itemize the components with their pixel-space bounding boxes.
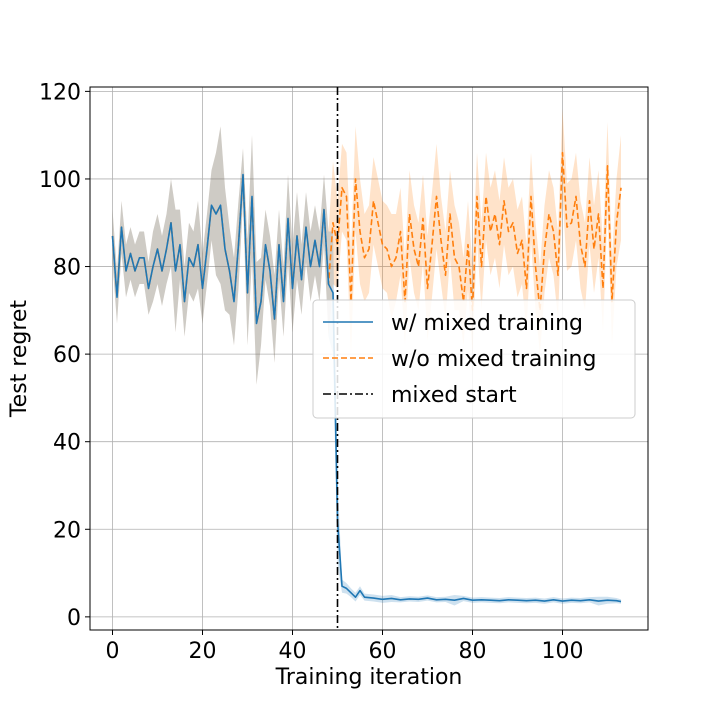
y-tick-label: 0	[67, 606, 81, 631]
series-lines	[111, 151, 622, 603]
legend-label-mixed-start: mixed start	[391, 383, 517, 408]
legend-box	[312, 299, 636, 419]
band-with-mixed	[112, 126, 621, 606]
band-without-mixed	[112, 108, 621, 385]
x-axis-label: Training iteration	[275, 665, 463, 690]
x-tick-label: 0	[106, 639, 120, 664]
x-tick-label: 20	[189, 639, 217, 664]
legend-label-with-mixed: w/ mixed training	[391, 311, 583, 336]
x-tick-label: 80	[459, 639, 487, 664]
y-tick-label: 80	[53, 256, 81, 281]
y-tick-label: 120	[39, 80, 81, 105]
plot-frame	[89, 86, 649, 631]
series-line-with-mixed	[111, 173, 622, 603]
confidence-bands	[112, 108, 621, 606]
legend-label-without-mixed: w/o mixed training	[391, 347, 596, 372]
x-tick-label: 60	[369, 639, 397, 664]
x-tick-label: 40	[279, 639, 307, 664]
y-tick-label: 20	[53, 518, 81, 543]
x-axis-ticks: 0 20 40 60 80 100	[106, 630, 584, 664]
y-tick-label: 40	[53, 431, 81, 456]
x-tick-label: 100	[542, 639, 584, 664]
y-axis-label: Test regret	[7, 300, 32, 418]
y-tick-label: 100	[39, 168, 81, 193]
y-axis-ticks: 0 20 40 60 80 100 120	[39, 80, 90, 631]
y-tick-label: 60	[53, 343, 81, 368]
legend: w/ mixed training w/o mixed training mix…	[312, 299, 636, 419]
